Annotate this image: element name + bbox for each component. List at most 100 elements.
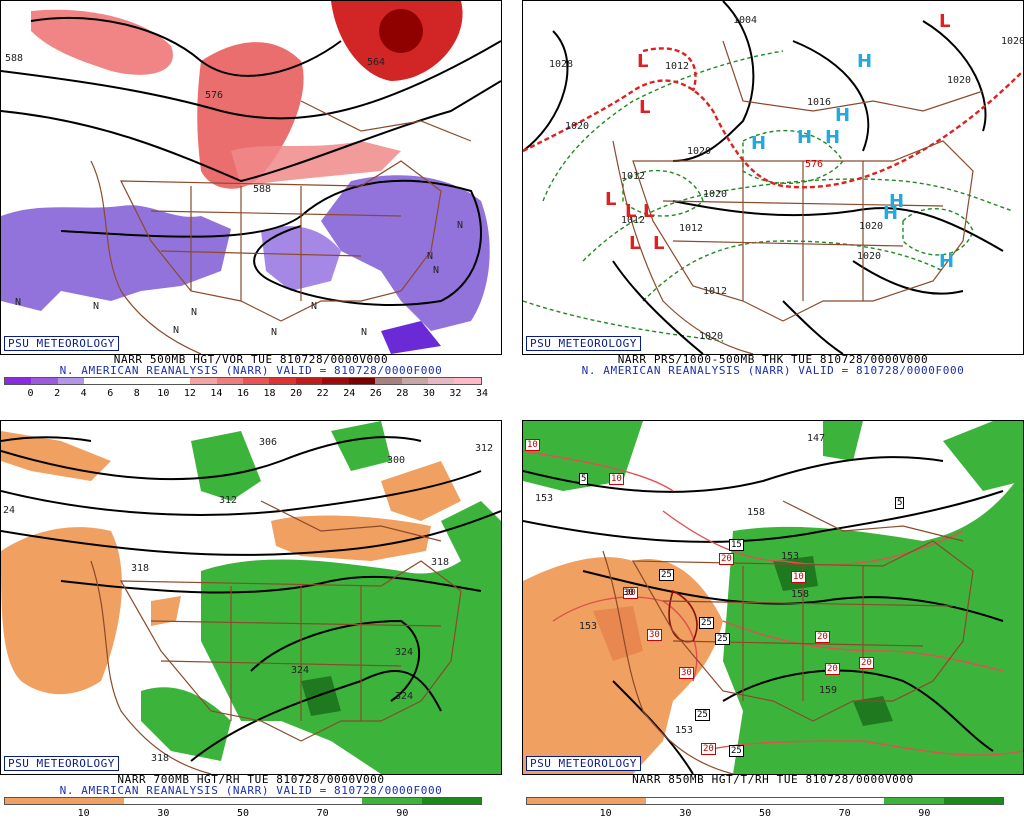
- colorbar-swatch: [884, 798, 944, 804]
- high-pressure-marker: H: [857, 51, 873, 72]
- colorbar-tick-label: 4: [80, 388, 87, 399]
- colorbar-tick-label: 70: [316, 808, 329, 819]
- colorbar-swatch: [243, 798, 303, 804]
- height-contour-label: 158: [747, 507, 766, 518]
- colorbar-tick-label: 16: [236, 388, 250, 399]
- panel-700mb-rh: 306 300 312 312 24 318 318 324 324 324 3…: [0, 420, 502, 819]
- map-700mb-graphic: [1, 421, 501, 774]
- height-contour-label: 324: [395, 647, 414, 658]
- map-mslp: 1004 1028 1012 1020 1016 1020 1020 1012 …: [522, 0, 1024, 355]
- isobar-label: 1016: [807, 97, 832, 108]
- rh-label: 25: [715, 633, 730, 645]
- colorbar-tick-label: 10: [77, 808, 90, 819]
- colorbar-swatch: [322, 378, 349, 384]
- colorbar-swatch: [137, 378, 164, 384]
- colorbar-tick-label: 18: [263, 388, 276, 399]
- product-caption: NARR 500MB HGT/VOR TUE 810728/0000V000: [113, 353, 389, 366]
- rh-label: 25: [695, 709, 710, 721]
- product-caption: NARR 850MB HGT/T/RH TUE 810728/0000V000: [632, 773, 914, 786]
- temperature-label: 20: [701, 743, 716, 755]
- valid-time-caption: N. AMERICAN REANALYSIS (NARR) VALID = 81…: [59, 364, 443, 377]
- rh-colorbar: [4, 797, 482, 805]
- colorbar-swatch: [269, 378, 296, 384]
- colorbar-tick-label: 90: [396, 808, 409, 819]
- colorbar-swatch: [586, 798, 646, 804]
- rh-colorbar: [526, 797, 1004, 805]
- high-pressure-marker: H: [835, 105, 851, 126]
- height-contour-label: 312: [219, 495, 238, 506]
- contour-label: 588: [253, 184, 272, 195]
- high-pressure-marker: H: [825, 127, 841, 148]
- colorbar-swatch: [428, 378, 455, 384]
- colorbar-swatch: [527, 798, 587, 804]
- isobar-label: 1012: [679, 223, 704, 234]
- colorbar-swatch: [110, 378, 138, 384]
- isobar-label: 1020: [1001, 36, 1024, 47]
- high-pressure-marker: H: [883, 203, 899, 224]
- colorbar-tick-label: 2: [54, 388, 61, 399]
- low-pressure-marker: L: [939, 11, 951, 32]
- high-pressure-marker: H: [939, 251, 955, 272]
- low-pressure-marker: L: [643, 201, 655, 222]
- rh-colorbar-ticks: 10 30 50 70 90: [4, 808, 482, 819]
- height-contour-label: 153: [675, 725, 694, 736]
- product-caption: NARR PRS/1000-500MB THK TUE 810728/0000V…: [617, 353, 929, 366]
- psu-meteorology-badge: PSU METEOROLOGY: [4, 756, 119, 771]
- colorbar-tick-label: 20: [290, 388, 303, 399]
- temperature-label: 10: [791, 571, 806, 583]
- vort-min-marker: N: [311, 301, 318, 312]
- colorbar-swatch: [401, 378, 428, 384]
- height-contour-label: 318: [131, 563, 150, 574]
- map-500mb-graphic: [1, 1, 501, 354]
- map-mslp-graphic: [523, 1, 1023, 354]
- psu-meteorology-badge: PSU METEOROLOGY: [526, 336, 641, 351]
- low-pressure-marker: L: [605, 189, 617, 210]
- rh-label: 5: [895, 497, 905, 509]
- isobar-label: 1020: [857, 251, 882, 262]
- colorbar-tick-label: 0: [27, 388, 34, 399]
- colorbar-tick-label: 14: [210, 388, 223, 399]
- height-contour-label: 318: [431, 557, 450, 568]
- colorbar-tick-label: 28: [396, 388, 409, 399]
- low-pressure-marker: L: [625, 201, 637, 222]
- colorbar-tick-label: 6: [107, 388, 114, 399]
- contour-label: 588: [5, 53, 24, 64]
- colorbar-swatch: [163, 378, 191, 384]
- colorbar-swatch: [824, 798, 884, 804]
- low-pressure-marker: L: [637, 51, 649, 72]
- panel-850mb-temp-rh: 147 153 158 153 158 153 159 153 10 10 20…: [522, 420, 1024, 819]
- vort-min-marker: N: [271, 327, 278, 338]
- valid-time-caption: N. AMERICAN REANALYSIS (NARR) VALID = 81…: [581, 364, 965, 377]
- colorbar-tick-label: 50: [758, 808, 772, 819]
- low-pressure-marker: L: [639, 97, 651, 118]
- colorbar-swatch: [421, 798, 481, 804]
- colorbar-tick-label: 50: [236, 808, 250, 819]
- isobar-label: 1020: [703, 189, 728, 200]
- temperature-label: 20: [825, 663, 840, 675]
- valid-time-caption: N. AMERICAN REANALYSIS (NARR) VALID = 81…: [59, 784, 443, 797]
- temperature-label: 30: [679, 667, 694, 679]
- low-pressure-marker: L: [629, 233, 641, 254]
- rh-label: 25: [729, 745, 744, 757]
- vort-min-marker: N: [361, 327, 368, 338]
- colorbar-tick-label: 22: [316, 388, 329, 399]
- product-caption: NARR 700MB HGT/RH TUE 810728/0000V000: [117, 773, 385, 786]
- height-contour-label: 318: [151, 753, 170, 764]
- isobar-label: 1020: [687, 146, 712, 157]
- colorbar-swatch: [64, 798, 124, 804]
- colorbar-tick-label: 90: [918, 808, 931, 819]
- colorbar-swatch: [454, 378, 481, 384]
- colorbar-tick-label: 30: [157, 808, 170, 819]
- colorbar-swatch: [302, 798, 362, 804]
- colorbar-swatch: [375, 378, 402, 384]
- height-contour-label: 306: [259, 437, 278, 448]
- colorbar-swatch: [295, 378, 323, 384]
- colorbar-swatch: [5, 378, 32, 384]
- colorbar-swatch: [216, 378, 243, 384]
- colorbar-tick-label: 34: [475, 388, 489, 399]
- colorbar-swatch: [124, 798, 184, 804]
- rh-colorbar-ticks: 10 30 50 70 90: [526, 808, 1004, 819]
- vort-min-marker: N: [427, 251, 434, 262]
- colorbar-swatch: [943, 798, 1003, 804]
- colorbar-tick-label: 32: [449, 388, 462, 399]
